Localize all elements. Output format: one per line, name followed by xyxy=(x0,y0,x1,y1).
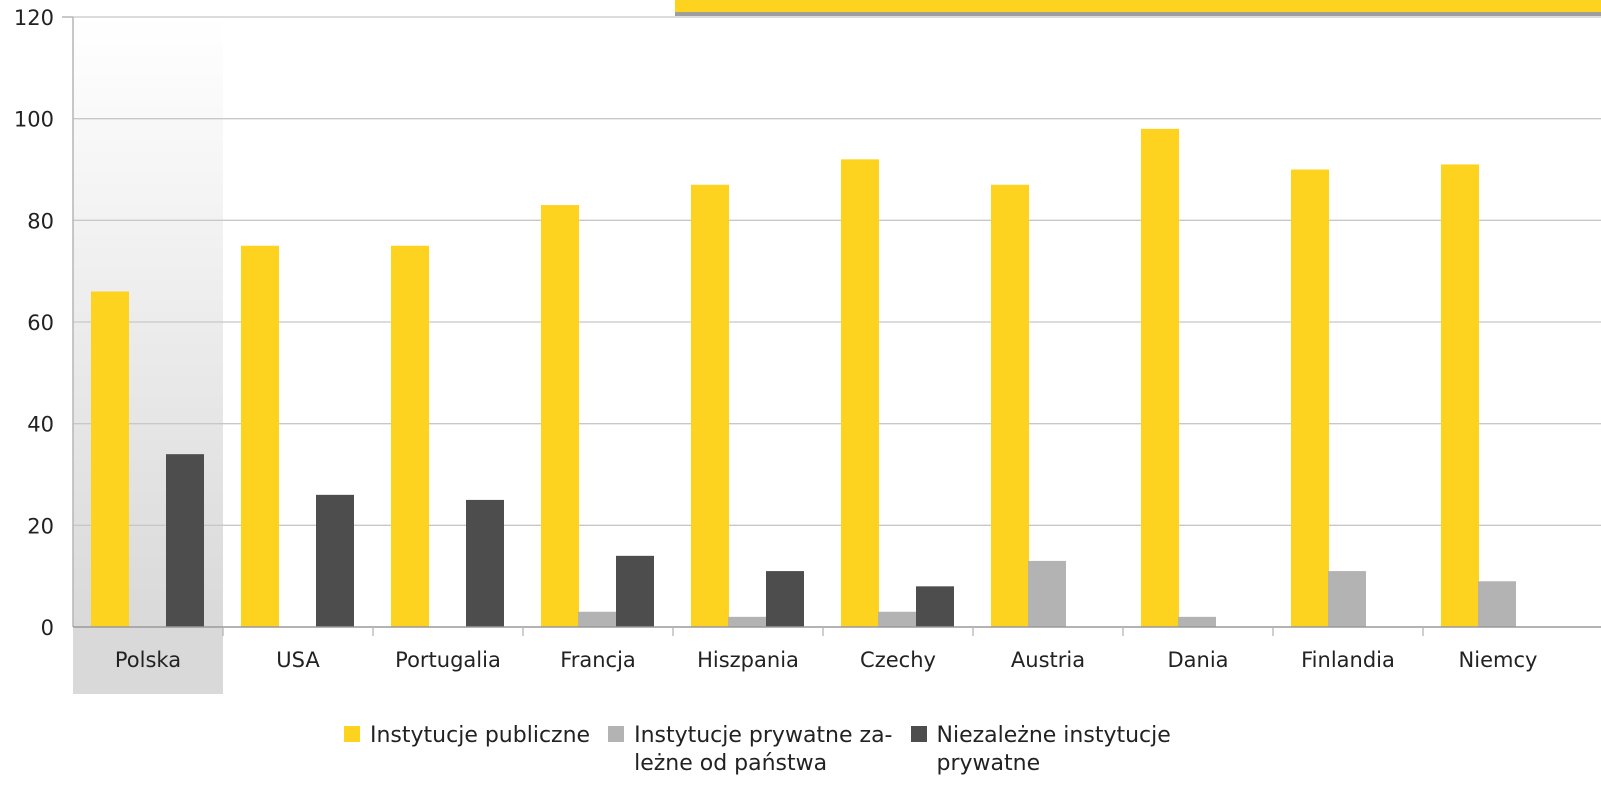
top-banner xyxy=(675,0,1601,12)
bar-public-hiszpania xyxy=(691,184,729,627)
bar-private-dependent-czechy xyxy=(878,611,916,627)
x-tick-label-czechy: Czechy xyxy=(860,648,936,672)
y-tick-label-60: 60 xyxy=(27,311,54,335)
bar-private-independent-czechy xyxy=(916,586,954,627)
legend-swatch-public xyxy=(344,726,360,742)
x-tick-label-hiszpania: Hiszpania xyxy=(697,648,799,672)
y-tick-label-100: 100 xyxy=(14,108,54,132)
bar-public-niemcy xyxy=(1441,164,1479,627)
bar-public-polska xyxy=(91,291,129,627)
bar-private-dependent-hiszpania xyxy=(728,616,766,627)
bar-public-usa xyxy=(241,245,279,627)
bar-private-dependent-dania xyxy=(1178,616,1216,627)
x-tick-label-dania: Dania xyxy=(1167,648,1228,672)
y-tick-label-20: 20 xyxy=(27,514,54,538)
x-tick-label-francja: Francja xyxy=(560,648,636,672)
legend-label-public: Instytucje publiczne xyxy=(370,723,591,748)
legend-swatch-private-independent xyxy=(910,726,927,742)
x-tick-label-austria: Austria xyxy=(1011,648,1085,672)
bar-private-independent-francja xyxy=(616,555,654,627)
bar-private-dependent-francja xyxy=(578,611,616,627)
bar-public-czechy xyxy=(841,159,879,628)
legend-swatch-private-dependent xyxy=(608,726,625,742)
y-tick-label-80: 80 xyxy=(27,209,54,233)
x-tick-label-polska: Polska xyxy=(115,648,181,672)
bar-private-dependent-finlandia xyxy=(1328,571,1366,627)
legend-item-private-independent: Niezależne instytucje prywatne xyxy=(910,722,1171,778)
bar-public-francja xyxy=(541,205,579,628)
x-tick-label-finlandia: Finlandia xyxy=(1301,648,1395,672)
x-tick-label-niemcy: Niemcy xyxy=(1459,648,1538,672)
bar-private-dependent-austria xyxy=(1028,560,1066,627)
top-banner-shadow xyxy=(675,12,1601,16)
x-tick-label-usa: USA xyxy=(276,648,320,672)
y-tick-label-40: 40 xyxy=(27,413,54,437)
legend-item-private-dependent: Instytucje prywatne za- leżne od państwa xyxy=(608,722,893,778)
y-tick-label-0: 0 xyxy=(41,616,54,640)
bar-private-independent-usa xyxy=(316,494,354,627)
bar-public-portugalia xyxy=(391,245,429,627)
legend-label-private-dependent: Instytucje prywatne za- leżne od państwa xyxy=(634,723,893,776)
bar-public-finlandia xyxy=(1291,169,1329,627)
bars-layer xyxy=(91,128,1516,628)
legend-item-public: Instytucje publiczne xyxy=(344,722,590,778)
bar-private-independent-polska xyxy=(166,454,204,627)
bar-private-independent-hiszpania xyxy=(766,571,804,627)
legend: Instytucje publiczne Instytucje prywatne… xyxy=(344,722,1171,778)
highlight-band-label-area xyxy=(73,627,223,694)
grid-layer xyxy=(73,16,1601,526)
bar-public-dania xyxy=(1141,128,1179,628)
legend-label-private-independent: Niezależne instytucje prywatne xyxy=(936,723,1171,776)
bar-private-independent-portugalia xyxy=(466,499,504,627)
axes-layer: 0 20 40 60 80 100 120 Polska USA Portugalia Francj… xyxy=(14,6,1601,672)
x-tick-label-portugalia: Portugalia xyxy=(395,648,501,672)
bar-public-austria xyxy=(991,184,1029,627)
bar-private-dependent-niemcy xyxy=(1478,581,1516,627)
y-tick-label-120: 120 xyxy=(14,6,54,30)
